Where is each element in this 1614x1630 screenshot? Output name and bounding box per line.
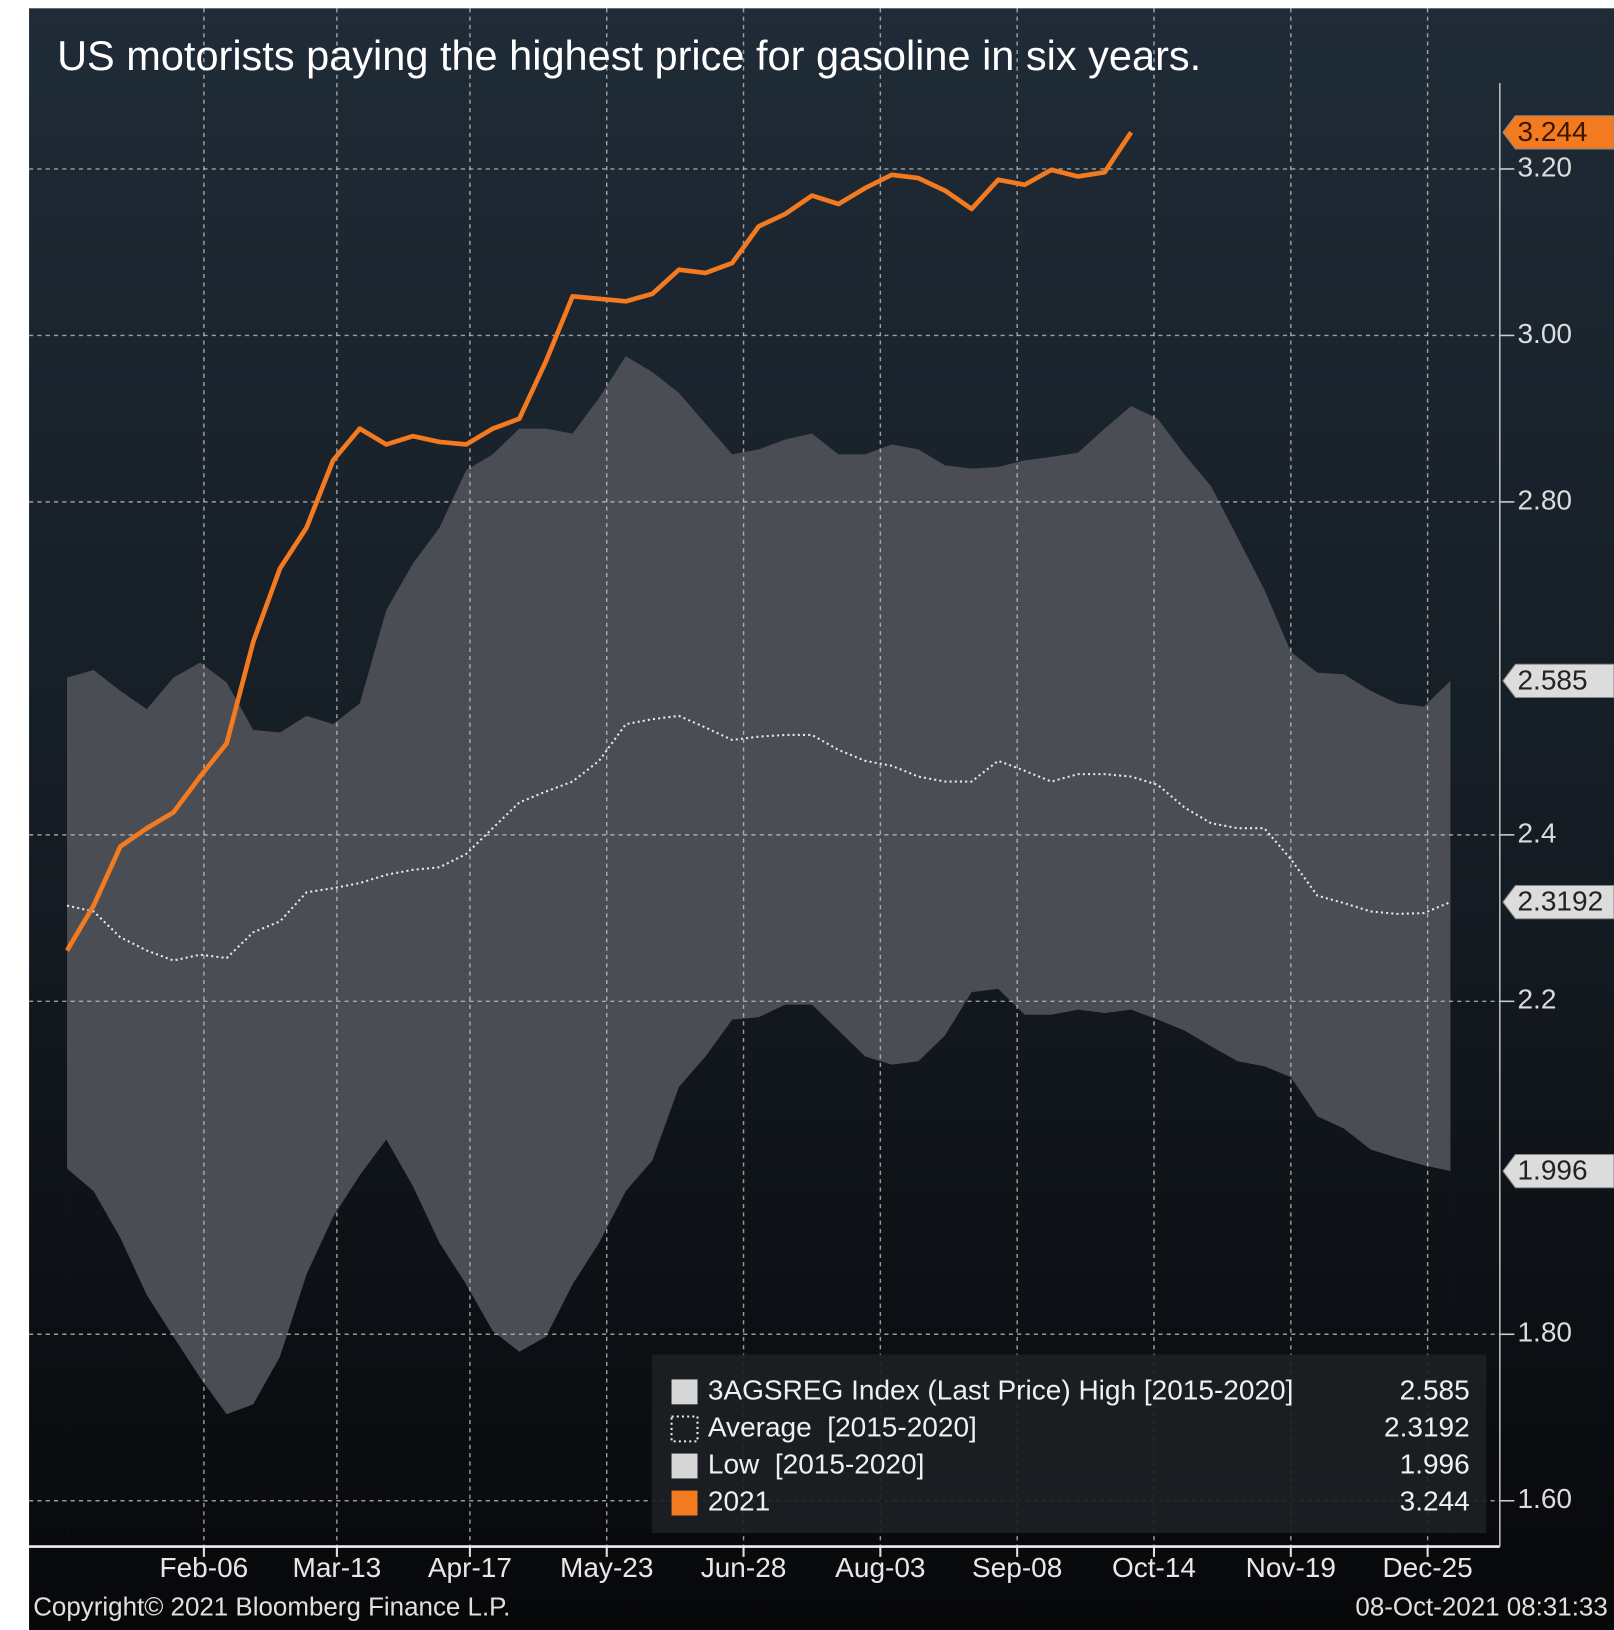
x-tick-label: Dec-25 xyxy=(1382,1552,1472,1583)
last-value-label: 2.3192 xyxy=(1517,886,1603,917)
last-value-tag xyxy=(1502,884,1614,920)
chart-title: US motorists paying the highest price fo… xyxy=(57,32,1201,79)
y-tick-label: 1.80 xyxy=(1517,1317,1572,1348)
last-value-label: 1.996 xyxy=(1517,1155,1587,1186)
x-tick-label: Apr-17 xyxy=(428,1552,512,1583)
last-value-tag xyxy=(1502,1154,1614,1189)
legend-value: 2.585 xyxy=(1400,1374,1470,1405)
timestamp: 08-Oct-2021 08:31:33 xyxy=(1355,1594,1607,1622)
legend-label: 3AGSREG Index (Last Price) High [2015-20… xyxy=(708,1374,1294,1405)
last-value-label: 3.244 xyxy=(1517,116,1587,147)
y-tick-label: 2.2 xyxy=(1517,984,1556,1015)
x-tick-label: May-23 xyxy=(560,1552,653,1583)
legend-value: 1.996 xyxy=(1400,1448,1470,1479)
legend-label: Average [2015-2020] xyxy=(708,1411,977,1442)
y-tick-label: 3.00 xyxy=(1517,318,1572,349)
last-value-tag xyxy=(1502,115,1614,150)
legend-swatch xyxy=(670,1415,699,1443)
x-tick-label: Aug-03 xyxy=(835,1552,925,1583)
x-tick-label: Sep-08 xyxy=(972,1552,1062,1583)
x-tick-label: Jun-28 xyxy=(701,1552,787,1583)
y-tick-label: 3.20 xyxy=(1517,151,1572,182)
y-tick-label: 1.60 xyxy=(1517,1483,1572,1514)
legend-swatch xyxy=(671,1490,698,1516)
legend-label: 2021 xyxy=(708,1485,770,1516)
legend-label: Low [2015-2020] xyxy=(708,1448,925,1479)
legend-swatch xyxy=(671,1453,698,1479)
copyright: Copyright© 2021 Bloomberg Finance L.P. xyxy=(33,1594,510,1622)
legend-box xyxy=(651,1354,1487,1534)
x-tick-label: Oct-14 xyxy=(1112,1552,1196,1583)
x-tick-label: Nov-19 xyxy=(1246,1552,1336,1583)
last-value-label: 2.585 xyxy=(1517,664,1587,695)
legend-swatch xyxy=(671,1379,698,1405)
y-tick-label: 2.4 xyxy=(1517,817,1556,848)
x-tick-label: Mar-13 xyxy=(293,1552,382,1583)
legend-value: 2.3192 xyxy=(1384,1411,1470,1442)
average-line xyxy=(66,714,1451,962)
y-tick-label: 2.80 xyxy=(1517,484,1572,515)
legend-value: 3.244 xyxy=(1400,1485,1470,1516)
line-2021 xyxy=(65,131,1134,952)
last-value-tag xyxy=(1502,663,1614,698)
x-tick-label: Feb-06 xyxy=(159,1552,248,1583)
